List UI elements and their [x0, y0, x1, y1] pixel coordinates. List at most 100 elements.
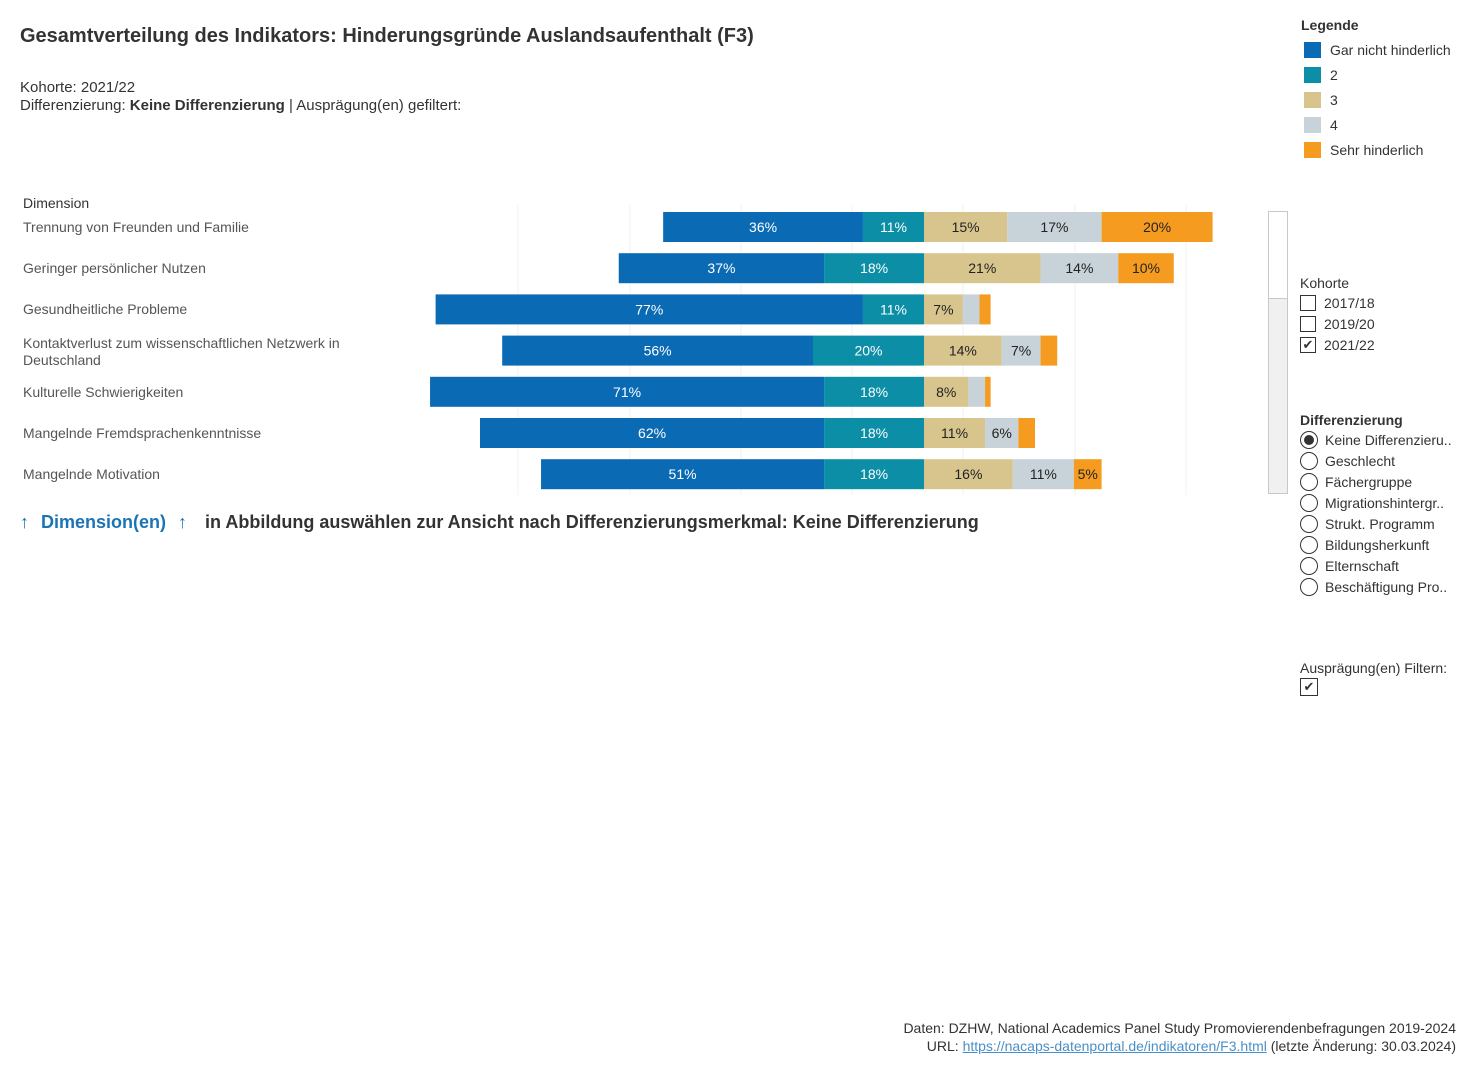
- cohort-option[interactable]: ✔ 2021/22: [1300, 334, 1470, 355]
- dimension-label[interactable]: Kontaktverlust zum wissenschaftlichen Ne…: [23, 335, 393, 369]
- legend-item[interactable]: 4: [1301, 112, 1471, 137]
- bar-segment[interactable]: [924, 335, 1002, 366]
- cohort-subtitle: Kohorte: 2021/22: [20, 79, 135, 96]
- bar-segment[interactable]: [985, 418, 1019, 448]
- bar-segment[interactable]: [502, 335, 813, 366]
- bar-segment[interactable]: [962, 294, 980, 325]
- bar-segment[interactable]: [1040, 335, 1058, 366]
- checkbox-icon[interactable]: [1300, 294, 1316, 311]
- bar-segment[interactable]: [541, 459, 825, 490]
- legend-item[interactable]: 3: [1301, 87, 1471, 112]
- radio-selected-icon[interactable]: [1300, 430, 1318, 449]
- dimension-label[interactable]: Mangelnde Fremdsprachenkenntnisse: [23, 425, 393, 442]
- differentiation-option[interactable]: Elternschaft: [1300, 555, 1474, 576]
- bar-segment[interactable]: [480, 418, 825, 448]
- differentiation-option[interactable]: Fächergruppe: [1300, 471, 1474, 492]
- bar-segment[interactable]: [1101, 212, 1213, 242]
- bar-segment[interactable]: [824, 418, 924, 448]
- bar-segment[interactable]: [1001, 335, 1041, 366]
- legend-item[interactable]: Gar nicht hinderlich: [1301, 37, 1471, 62]
- legend-swatch: [1304, 41, 1321, 58]
- differentiation-option[interactable]: Beschäftigung Pro..: [1300, 576, 1474, 597]
- legend-title: Legende: [1301, 17, 1359, 33]
- legend-label: 4: [1330, 116, 1338, 133]
- dimension-label[interactable]: Mangelnde Motivation: [23, 466, 393, 483]
- checkbox-checked-icon[interactable]: ✔: [1300, 336, 1316, 353]
- legend-swatch: [1304, 91, 1321, 108]
- bar-segment[interactable]: [924, 212, 1008, 242]
- bar-segment[interactable]: [862, 212, 924, 242]
- bar-segment[interactable]: [1012, 459, 1074, 490]
- differentiation-option[interactable]: Bildungsherkunft: [1300, 534, 1474, 555]
- differentiation-option[interactable]: Geschlecht: [1300, 450, 1474, 471]
- radio-icon[interactable]: [1300, 577, 1318, 596]
- page-title: Gesamtverteilung des Indikators: Hinderu…: [20, 25, 754, 47]
- radio-icon[interactable]: [1300, 556, 1318, 575]
- cohort-option-label: 2019/20: [1324, 315, 1375, 332]
- bar-segment[interactable]: [924, 376, 969, 407]
- differentiation-option-label: Keine Differenzieru..: [1325, 431, 1452, 448]
- bar-segment[interactable]: [813, 335, 924, 366]
- radio-icon[interactable]: [1300, 451, 1318, 470]
- cohort-option-label: 2021/22: [1324, 336, 1375, 353]
- radio-icon[interactable]: [1300, 493, 1318, 512]
- dimension-label-line: Gesundheitliche Probleme: [23, 301, 188, 318]
- bar-segment[interactable]: [1040, 253, 1119, 284]
- bar-segment[interactable]: [862, 294, 924, 325]
- bar-segment[interactable]: [924, 418, 986, 448]
- dimension-label[interactable]: Kulturelle Schwierigkeiten: [23, 384, 393, 401]
- bar-segment[interactable]: [924, 294, 963, 325]
- bar-value-label: 36%: [749, 219, 777, 235]
- differentiation-option[interactable]: Strukt. Programm: [1300, 513, 1474, 534]
- bar-segment[interactable]: [824, 253, 924, 284]
- bar-segment[interactable]: [663, 212, 863, 242]
- legend-item[interactable]: 2: [1301, 62, 1471, 87]
- source-line: Daten: DZHW, National Academics Panel St…: [903, 1020, 1456, 1036]
- bar-segment[interactable]: [435, 294, 863, 325]
- bar-segment[interactable]: [985, 376, 991, 407]
- bar-value-label: 11%: [941, 425, 968, 441]
- bar-segment[interactable]: [618, 253, 825, 284]
- bar-segment[interactable]: [924, 459, 1013, 490]
- value-filter-checkbox[interactable]: ✔: [1300, 678, 1318, 696]
- chart-scrollbar[interactable]: [1268, 211, 1288, 494]
- dimension-label[interactable]: Gesundheitliche Probleme: [23, 301, 393, 318]
- cohort-filter-title: Kohorte: [1300, 275, 1350, 291]
- bar-value-label: 18%: [860, 384, 888, 400]
- bar-segment[interactable]: [1018, 418, 1035, 448]
- bar-value-label: 14%: [1065, 260, 1093, 276]
- source-link[interactable]: https://nacaps-datenportal.de/indikatore…: [962, 1038, 1267, 1054]
- dimension-label-line: Mangelnde Fremdsprachenkenntnisse: [23, 425, 262, 441]
- stacked-bar-chart[interactable]: 36% 11% 15% 17% 20%37% 18% 21% 14% 10%77% 11% 7%56…: [0, 0, 1474, 520]
- bar-value-label: 7%: [933, 301, 953, 317]
- cohort-option[interactable]: 2019/20: [1300, 313, 1470, 334]
- bar-value-label: 17%: [1040, 219, 1068, 235]
- bar-segment[interactable]: [924, 253, 1041, 284]
- radio-icon[interactable]: [1300, 514, 1318, 533]
- legend-item[interactable]: Sehr hinderlich: [1301, 137, 1471, 162]
- cohort-option[interactable]: 2017/18: [1300, 292, 1470, 313]
- cohort-filter: Kohorte 2017/18 2019/20 ✔ 2021/22: [1300, 275, 1470, 355]
- bar-segment[interactable]: [824, 376, 924, 407]
- scrollbar-thumb[interactable]: [1269, 212, 1287, 299]
- radio-icon[interactable]: [1300, 535, 1318, 554]
- dimension-label[interactable]: Trennung von Freunden und Familie: [23, 219, 393, 236]
- bar-segment[interactable]: [1007, 212, 1102, 242]
- bar-value-label: 21%: [968, 260, 996, 276]
- bar-segment[interactable]: [968, 376, 986, 407]
- bar-segment[interactable]: [1073, 459, 1102, 490]
- diff-value: Keine Differenzierung: [129, 97, 285, 114]
- bar-segment[interactable]: [979, 294, 991, 325]
- bar-segment[interactable]: [430, 376, 825, 407]
- differentiation-option[interactable]: Keine Differenzieru..: [1300, 429, 1474, 450]
- bar-value-label: 16%: [954, 466, 982, 482]
- dimension-label[interactable]: Geringer persönlicher Nutzen: [23, 260, 393, 277]
- radio-icon[interactable]: [1300, 472, 1318, 491]
- differentiation-option[interactable]: Migrationshintergr..: [1300, 492, 1474, 513]
- dimension-header: Dimension: [23, 195, 90, 211]
- bar-segment[interactable]: [824, 459, 924, 490]
- checkbox-icon[interactable]: [1300, 315, 1316, 332]
- dimension-link[interactable]: Dimension(en): [41, 512, 167, 532]
- bar-segment[interactable]: [1118, 253, 1174, 284]
- bar-value-label: 8%: [936, 384, 956, 400]
